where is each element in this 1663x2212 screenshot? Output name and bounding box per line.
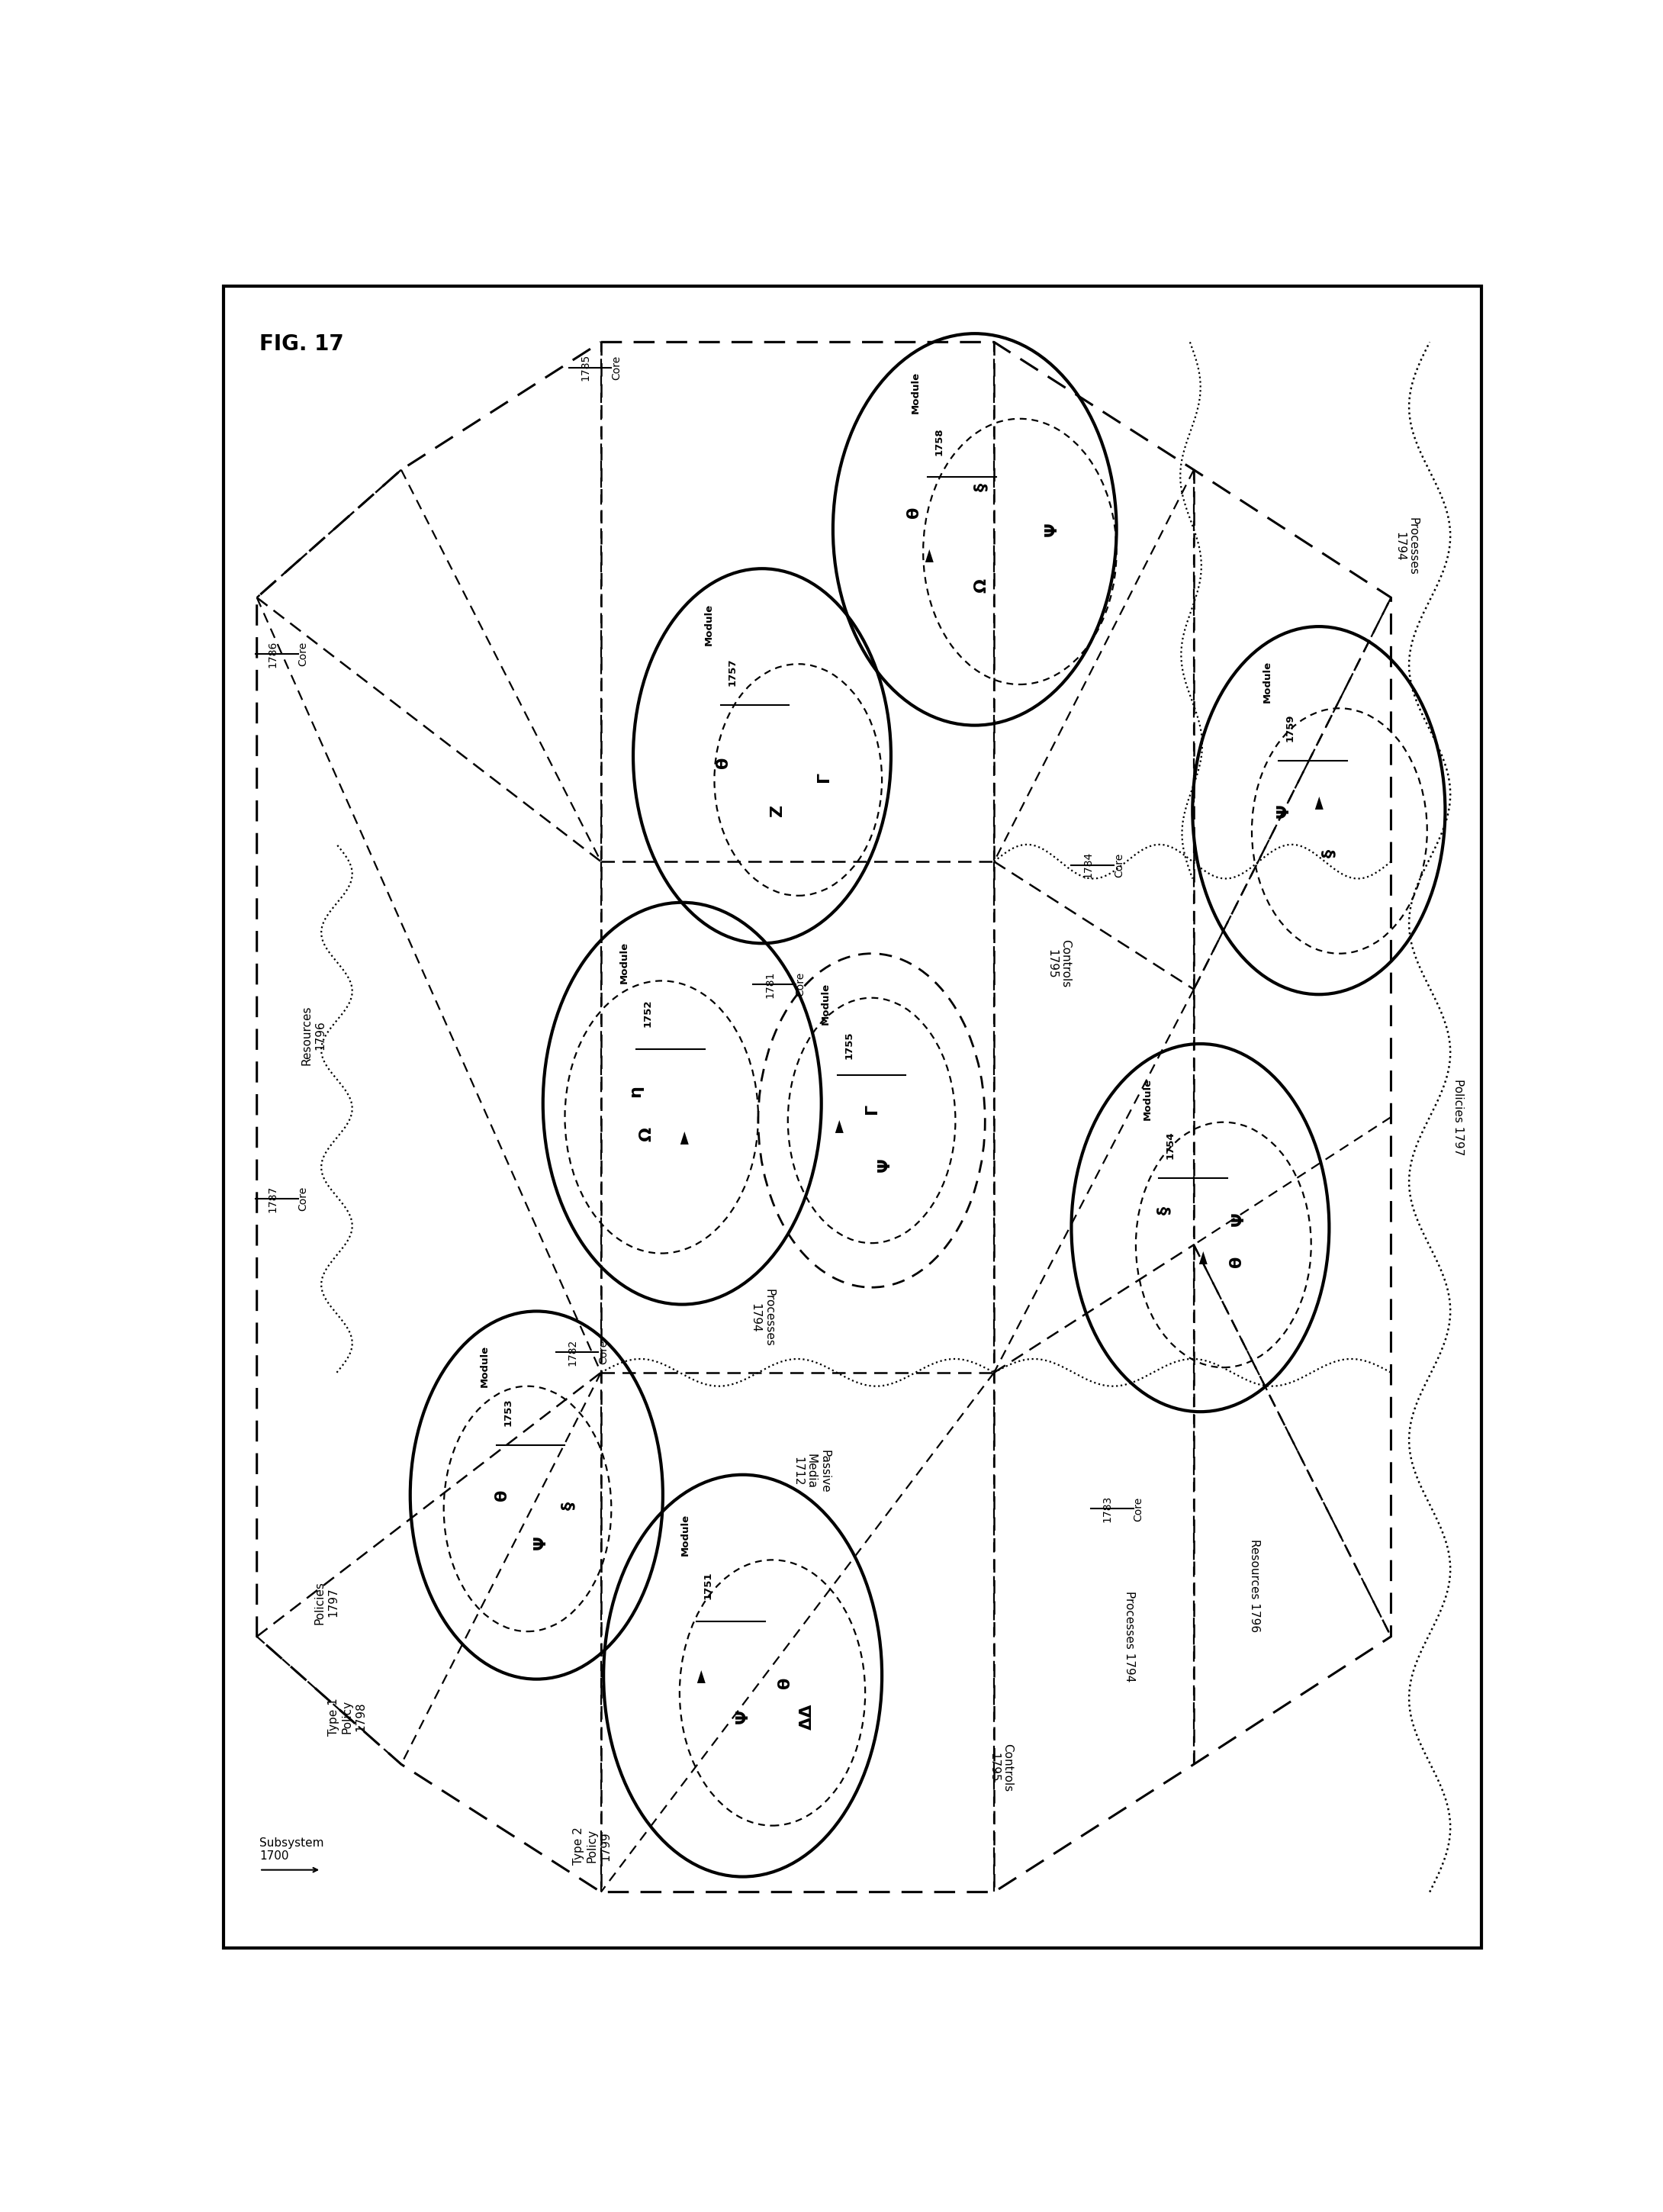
Text: 1754: 1754 xyxy=(1166,1130,1176,1159)
Text: Ψ: Ψ xyxy=(1277,803,1292,818)
Text: 1759: 1759 xyxy=(1285,714,1295,741)
Text: 1755: 1755 xyxy=(843,1031,853,1060)
Text: Resources 1796: Resources 1796 xyxy=(1249,1540,1261,1632)
Text: θ: θ xyxy=(778,1677,793,1688)
Text: Ψ: Ψ xyxy=(1044,522,1059,538)
Text: 1786: 1786 xyxy=(268,639,278,668)
Text: Ψ: Ψ xyxy=(735,1710,750,1723)
Text: Processes
1794: Processes 1794 xyxy=(750,1290,775,1347)
Text: ►: ► xyxy=(693,1670,708,1683)
Text: Γ: Γ xyxy=(865,1104,880,1115)
Text: Policies 1797: Policies 1797 xyxy=(1452,1079,1463,1155)
Text: Core: Core xyxy=(298,1186,309,1212)
Text: 1751: 1751 xyxy=(703,1571,713,1599)
Text: Module: Module xyxy=(1262,661,1272,703)
Text: η: η xyxy=(629,1086,644,1097)
Text: ►: ► xyxy=(921,549,938,562)
Text: θ: θ xyxy=(715,757,732,768)
Text: Ψ: Ψ xyxy=(876,1157,891,1172)
Text: Type 1
Policy
1798: Type 1 Policy 1798 xyxy=(328,1697,366,1736)
Text: Core: Core xyxy=(1114,852,1124,878)
Text: Type 2
Policy
1799: Type 2 Policy 1799 xyxy=(574,1827,610,1865)
Text: Ζ: Ζ xyxy=(770,805,785,816)
Text: Ψ: Ψ xyxy=(1231,1212,1247,1225)
Text: ►: ► xyxy=(1196,1250,1211,1263)
Text: Ω: Ω xyxy=(973,577,989,593)
Text: Module: Module xyxy=(680,1513,690,1555)
Text: Processes 1794: Processes 1794 xyxy=(1124,1590,1136,1681)
Text: Core: Core xyxy=(599,1340,609,1365)
Text: 1787: 1787 xyxy=(268,1186,278,1212)
Text: Module: Module xyxy=(820,982,830,1024)
Text: 1758: 1758 xyxy=(935,427,945,456)
Text: Core: Core xyxy=(298,641,309,666)
Text: Resources
1796: Resources 1796 xyxy=(301,1006,326,1066)
Text: Passive
Media
1712: Passive Media 1712 xyxy=(792,1449,830,1493)
Text: Controls
1795: Controls 1795 xyxy=(988,1743,1013,1792)
Text: θ: θ xyxy=(1229,1256,1244,1267)
Text: 1784: 1784 xyxy=(1083,852,1094,878)
Text: Module: Module xyxy=(911,372,921,414)
Text: §: § xyxy=(1322,849,1337,858)
Text: 1782: 1782 xyxy=(567,1338,579,1365)
Text: 1757: 1757 xyxy=(727,657,737,686)
Text: Controls
1795: Controls 1795 xyxy=(1046,940,1071,989)
Text: ►: ► xyxy=(831,1119,846,1133)
Text: Module: Module xyxy=(703,604,713,646)
Text: Processes
1794: Processes 1794 xyxy=(1394,518,1419,575)
Text: Core: Core xyxy=(1133,1498,1144,1522)
Text: 1752: 1752 xyxy=(642,1000,652,1026)
Text: 1785: 1785 xyxy=(580,354,590,380)
Text: 1781: 1781 xyxy=(765,971,775,998)
Text: ΔΔ: ΔΔ xyxy=(800,1703,815,1730)
Text: Module: Module xyxy=(620,942,629,984)
Text: §: § xyxy=(1156,1206,1172,1214)
Text: Γ: Γ xyxy=(817,772,831,781)
Text: ►: ► xyxy=(1310,796,1327,810)
Text: Module: Module xyxy=(1142,1077,1152,1119)
Text: θ: θ xyxy=(494,1489,509,1502)
Text: Core: Core xyxy=(795,971,807,998)
Text: Subsystem
1700: Subsystem 1700 xyxy=(259,1838,324,1863)
Text: Ψ: Ψ xyxy=(532,1535,549,1551)
Text: Ω: Ω xyxy=(639,1126,654,1141)
Text: 1753: 1753 xyxy=(502,1398,512,1427)
Text: Core: Core xyxy=(610,356,622,380)
Text: ►: ► xyxy=(677,1130,692,1144)
Text: Module: Module xyxy=(479,1345,489,1387)
Text: Policies
1797: Policies 1797 xyxy=(314,1582,339,1624)
Text: FIG. 17: FIG. 17 xyxy=(259,334,344,354)
Text: θ: θ xyxy=(906,507,921,518)
Text: §: § xyxy=(560,1502,577,1509)
Text: 1783: 1783 xyxy=(1103,1495,1113,1522)
Text: §: § xyxy=(973,482,989,491)
